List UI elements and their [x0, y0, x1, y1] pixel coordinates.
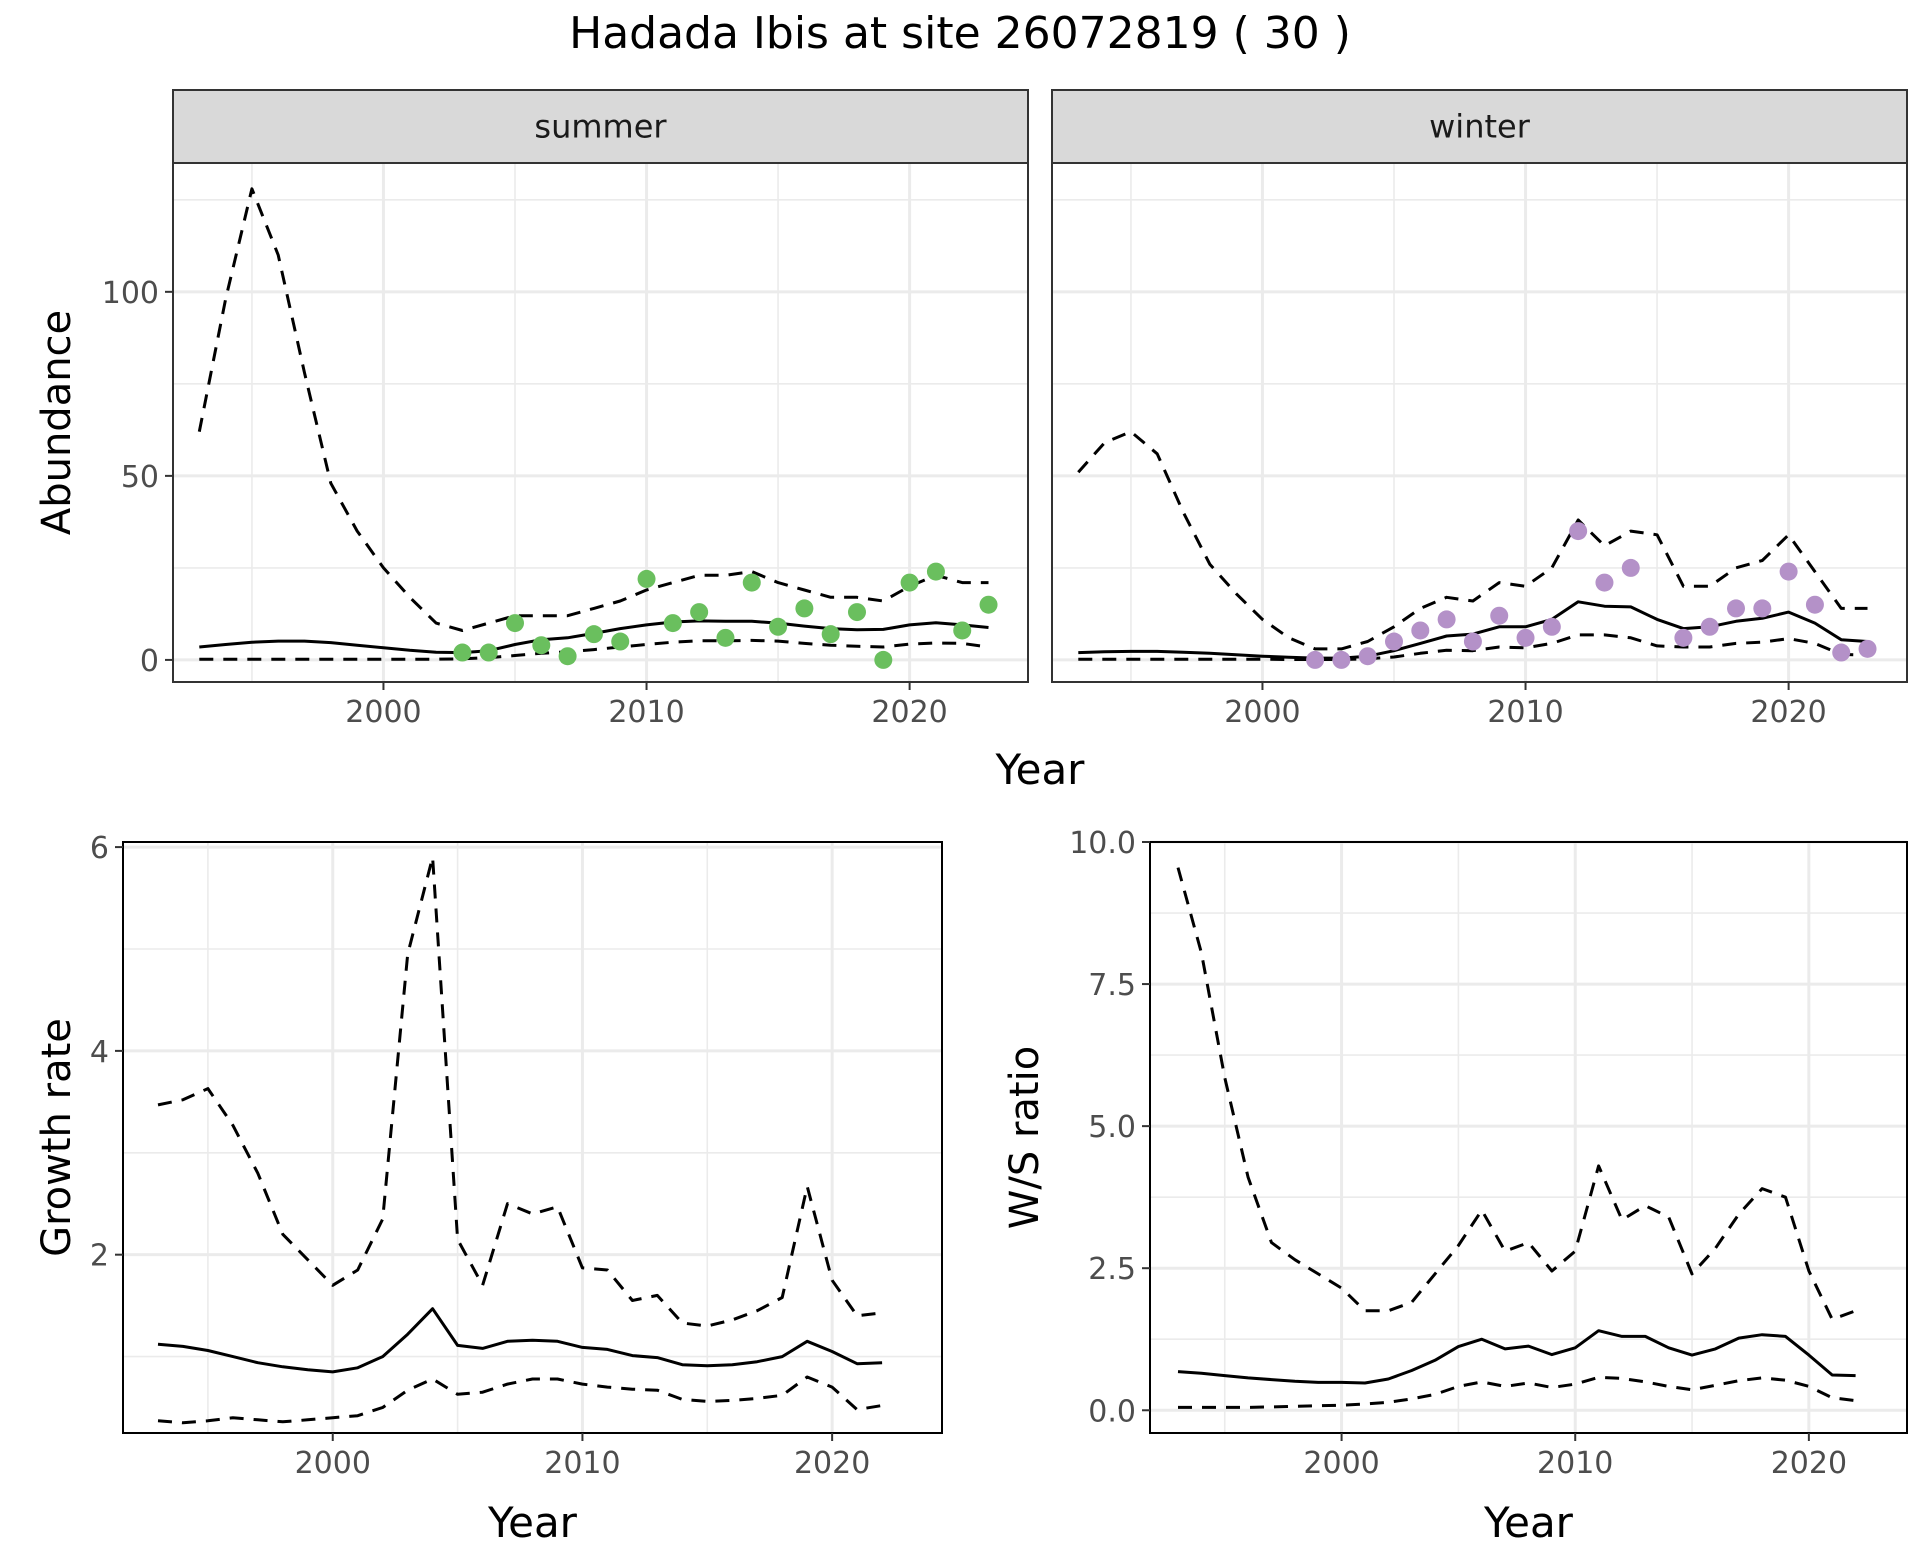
x-tick-label: 2010	[608, 695, 684, 730]
data-point	[584, 625, 603, 644]
x-axis-title: Year	[487, 1498, 578, 1547]
data-point	[479, 643, 498, 662]
facet-strip-label: summer	[534, 108, 667, 146]
data-point	[1779, 562, 1798, 581]
data-point	[637, 569, 656, 588]
data-point	[1832, 643, 1851, 662]
data-point	[716, 628, 735, 647]
plot-background	[123, 842, 942, 1433]
data-point	[769, 617, 788, 636]
data-point	[742, 573, 761, 592]
data-point	[1332, 650, 1351, 669]
dashed-bound-line-1	[1176, 867, 1857, 1321]
y-tick-label: 7.5	[1088, 968, 1136, 1003]
panel-growth: 2000 2010 2020 2 4 6 Growth rate Year	[34, 831, 943, 1547]
data-point	[1621, 558, 1640, 577]
dashed-bound-line-1	[157, 855, 883, 1328]
y-axis-title: W/S ratio	[1002, 1046, 1048, 1229]
data-point	[848, 603, 866, 622]
data-point	[926, 562, 945, 581]
data-point	[506, 614, 524, 633]
y-tick-label: 4	[90, 1035, 109, 1070]
plot-background	[1150, 842, 1907, 1433]
panel-ws-ratio: 2000 2010 2020 0.0 2.5 5.0 7.5 10.0 W/S ratio Yea…	[1002, 826, 1908, 1547]
x-tick-label: 2010	[1537, 1446, 1613, 1481]
x-tick-label: 2020	[1771, 1446, 1847, 1481]
y-tick-label: 10.0	[1069, 826, 1136, 861]
data-point	[1542, 617, 1561, 636]
dashed-bound-line-2	[1078, 633, 1868, 661]
data-point	[1674, 628, 1693, 647]
data-point	[1490, 606, 1509, 625]
data-point	[453, 643, 472, 662]
data-point	[874, 650, 893, 669]
x-tick-label: 2000	[295, 1446, 371, 1481]
panel-summer: summer 2000 2010 2020 0 50 100 Abundance	[34, 89, 1029, 730]
data-point	[1753, 599, 1772, 618]
data-point	[1358, 647, 1377, 666]
data-point	[1700, 617, 1719, 636]
plot-background	[173, 163, 1028, 682]
y-tick-label: 100	[102, 276, 159, 311]
facet-x-axis-title: Year	[995, 745, 1086, 794]
data-point	[979, 595, 998, 614]
data-point	[1463, 632, 1482, 651]
x-tick-label: 2020	[871, 695, 947, 730]
y-tick-label: 0	[140, 644, 159, 679]
facet-strip	[1051, 89, 1908, 164]
mean-line-0	[157, 1307, 883, 1374]
dashed-bound-line-1	[1077, 430, 1868, 651]
data-point	[821, 625, 840, 644]
data-point	[1805, 595, 1824, 614]
data-point	[1595, 573, 1614, 592]
data-point	[1411, 621, 1430, 640]
data-point	[1437, 610, 1456, 629]
data-point	[611, 632, 630, 651]
x-tick-label: 2000	[345, 695, 421, 730]
mean-line-0	[1177, 1329, 1856, 1385]
y-tick-label: 6	[90, 831, 109, 866]
data-point	[663, 614, 682, 633]
y-tick-label: 5.0	[1088, 1110, 1136, 1145]
x-tick-label: 2020	[794, 1446, 870, 1481]
data-point	[532, 636, 551, 655]
y-tick-label: 50	[121, 460, 159, 495]
data-point	[1569, 522, 1588, 541]
x-tick-label: 2010	[1487, 695, 1563, 730]
y-axis-title: Abundance	[34, 310, 80, 535]
data-point	[558, 647, 577, 666]
x-tick-label: 2000	[1303, 1446, 1379, 1481]
figure-title: Hadada Ibis at site 26072819 ( 30 )	[569, 8, 1351, 59]
data-point	[1385, 632, 1403, 651]
plot-border	[122, 841, 943, 1434]
data-point	[900, 573, 919, 592]
x-tick-label: 2020	[1750, 695, 1826, 730]
y-axis-title: Growth rate	[34, 1018, 80, 1257]
x-tick-label: 2010	[544, 1446, 620, 1481]
dashed-bound-line-1	[197, 187, 989, 632]
data-point	[795, 599, 814, 618]
plot-border	[1149, 841, 1908, 1434]
data-point	[953, 621, 972, 640]
x-axis-title: Year	[1483, 1498, 1574, 1547]
dashed-bound-line-2	[199, 638, 989, 661]
data-point	[1727, 599, 1745, 618]
data-point	[1516, 628, 1535, 647]
facet-strip	[172, 89, 1029, 164]
facet-strip-label: winter	[1429, 108, 1531, 146]
data-point	[1858, 639, 1877, 658]
data-point	[1306, 650, 1325, 669]
data-point	[690, 603, 709, 622]
dashed-bound-line-2	[157, 1375, 883, 1425]
panel-winter: winter 2000 2010 2020	[1051, 89, 1908, 730]
plot-background	[1052, 163, 1907, 682]
y-tick-label: 0.0	[1088, 1394, 1136, 1429]
y-tick-label: 2.5	[1088, 1252, 1136, 1287]
dashed-bound-line-2	[1178, 1375, 1856, 1409]
y-tick-label: 2	[90, 1239, 109, 1274]
x-tick-label: 2000	[1224, 695, 1300, 730]
